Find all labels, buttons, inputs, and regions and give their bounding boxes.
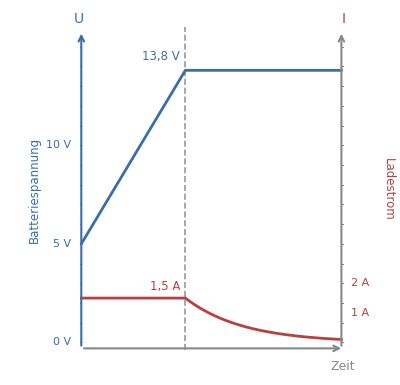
Text: Ladestrom: Ladestrom [382,158,395,221]
Text: I: I [342,12,346,26]
Text: 13,8 V: 13,8 V [142,50,180,64]
Text: Batteriespannung: Batteriespannung [28,137,41,243]
Text: 10 V: 10 V [46,140,72,150]
Text: Zeit: Zeit [330,360,355,373]
Text: 1 A: 1 A [351,308,370,318]
Text: 5 V: 5 V [53,239,72,249]
Text: 1,5 A: 1,5 A [150,280,180,293]
Text: 0 V: 0 V [53,338,72,347]
Text: 2 A: 2 A [351,278,370,288]
Text: U: U [74,12,84,26]
